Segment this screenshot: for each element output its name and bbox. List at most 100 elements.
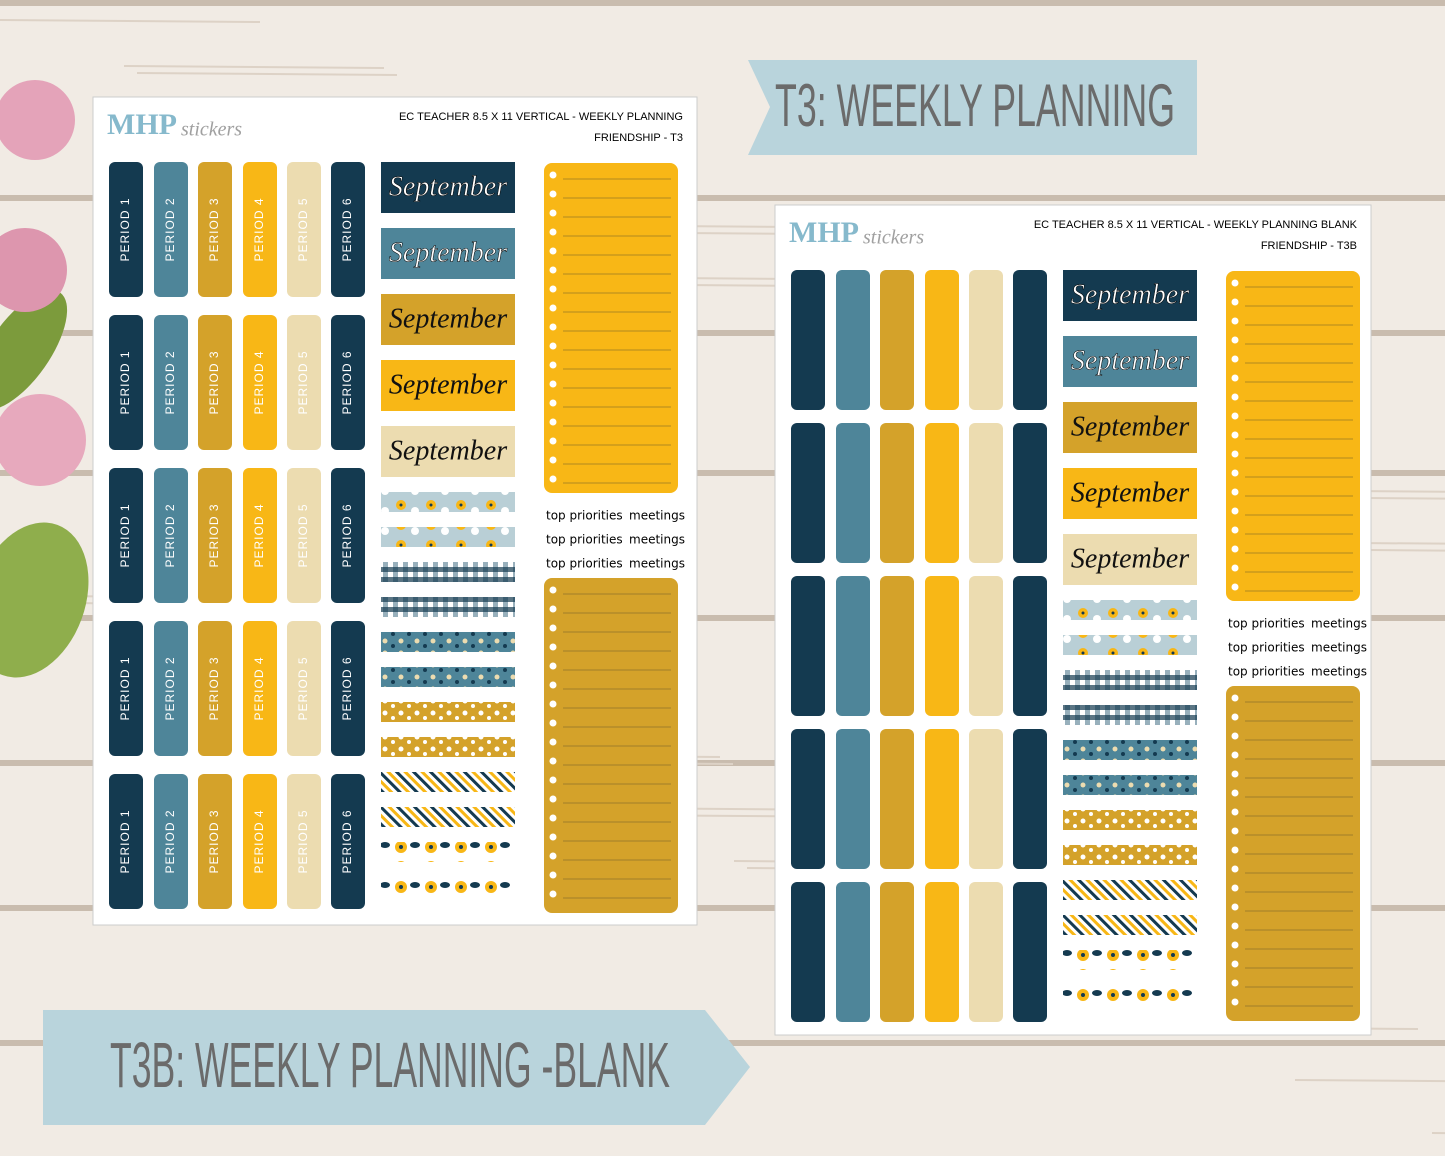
checklist-dot [1231,298,1239,306]
checklist-dot [549,323,557,331]
logo-script: stickers [181,119,242,141]
period-sticker [198,468,232,603]
plank-gap [0,905,1445,911]
priority-label: meetings [1311,641,1367,655]
washi-strip [1063,845,1197,865]
period-label: PERIOD 1 [118,503,132,567]
period-sticker [880,423,914,563]
period-label: PERIOD 6 [340,350,354,414]
checklist-dot [549,795,557,803]
grain [123,65,385,69]
month-sticker [381,294,515,345]
logo-brand: MHP [789,216,859,249]
period-label: PERIOD 6 [340,503,354,567]
month-label: September [389,303,507,334]
checklist-dot [1231,393,1239,401]
checklist-dot [1231,732,1239,740]
flower-decoration [0,80,89,678]
period-label: PERIOD 1 [118,350,132,414]
checklist-dot [549,247,557,255]
checklist-dot [1231,998,1239,1006]
checklist-dot [1231,488,1239,496]
month-sticker [1063,468,1197,519]
priority-label: top priorities [546,509,623,523]
period-sticker [836,423,870,563]
checklist-dot [549,833,557,841]
checklist-dot [549,266,557,274]
checklist-dot [1231,545,1239,553]
period-sticker [109,774,143,909]
checklist-dot [549,285,557,293]
checklist-dot [549,624,557,632]
checklist-dot [1231,564,1239,572]
checklist-dot [549,643,557,651]
checklist-box [544,163,678,493]
logo-script: stickers [863,227,924,249]
period-sticker [243,621,277,756]
period-label: PERIOD 3 [207,350,221,414]
priority-label: top priorities [1228,617,1305,631]
checklist-dot [549,171,557,179]
bottom-banner: T3B: WEEKLY PLANNING -BLANK [43,1010,750,1125]
priority-label: top priorities [546,557,623,571]
month-label: September [1071,345,1189,376]
grain [136,72,398,76]
period-label: PERIOD 2 [163,197,177,261]
plank-gap [0,195,1445,201]
period-sticker [287,774,321,909]
checklist-dot [549,681,557,689]
period-sticker [836,729,870,869]
period-sticker [880,270,914,410]
period-sticker [331,315,365,450]
month-sticker [1063,534,1197,585]
washi-strip [1063,705,1197,725]
washi-strip [381,807,515,827]
logo-brand: MHP [107,108,177,141]
checklist-dot [1231,431,1239,439]
checklist-box [1226,271,1360,601]
sticker-sheet: MHP stickers EC TEACHER 8.5 X 11 VERTICAL … [774,204,1372,1036]
washi-strip [381,527,515,547]
checklist-dot [1231,450,1239,458]
checklist-dot [1231,827,1239,835]
washi-strip [1063,915,1197,935]
month-label: September [389,171,507,202]
priority-label: top priorities [546,533,623,547]
period-sticker [969,576,1003,716]
period-sticker [969,882,1003,1022]
checklist-dot [1231,713,1239,721]
month-sticker [1063,402,1197,453]
period-sticker [243,774,277,909]
period-sticker [880,729,914,869]
checklist-dot [1231,941,1239,949]
checklist-dot [549,890,557,898]
checklist-dot [1231,865,1239,873]
period-sticker [198,315,232,450]
period-sticker [880,576,914,716]
washi-strip [1063,600,1197,620]
month-sticker [1063,270,1197,321]
period-label: PERIOD 5 [296,503,310,567]
period-label: PERIOD 1 [118,809,132,873]
checklist-dot [549,342,557,350]
checklist-dot [549,456,557,464]
month-label: September [1071,411,1189,442]
month-label: September [1071,279,1189,310]
period-sticker [287,162,321,297]
priority-label: top priorities [1228,641,1305,655]
grain [1294,1079,1445,1083]
checklist-dot [1231,355,1239,363]
checklist-dot [549,871,557,879]
period-sticker [1013,729,1047,869]
checklist-dot [549,719,557,727]
month-label: September [389,369,507,400]
checklist-dot [549,700,557,708]
banner-text: T3B: WEEKLY PLANNING -BLANK [110,1029,670,1101]
period-sticker [154,468,188,603]
period-sticker [925,882,959,1022]
plank-gap [0,0,1445,6]
period-label: PERIOD 6 [340,809,354,873]
period-sticker [198,621,232,756]
period-label: PERIOD 3 [207,656,221,720]
